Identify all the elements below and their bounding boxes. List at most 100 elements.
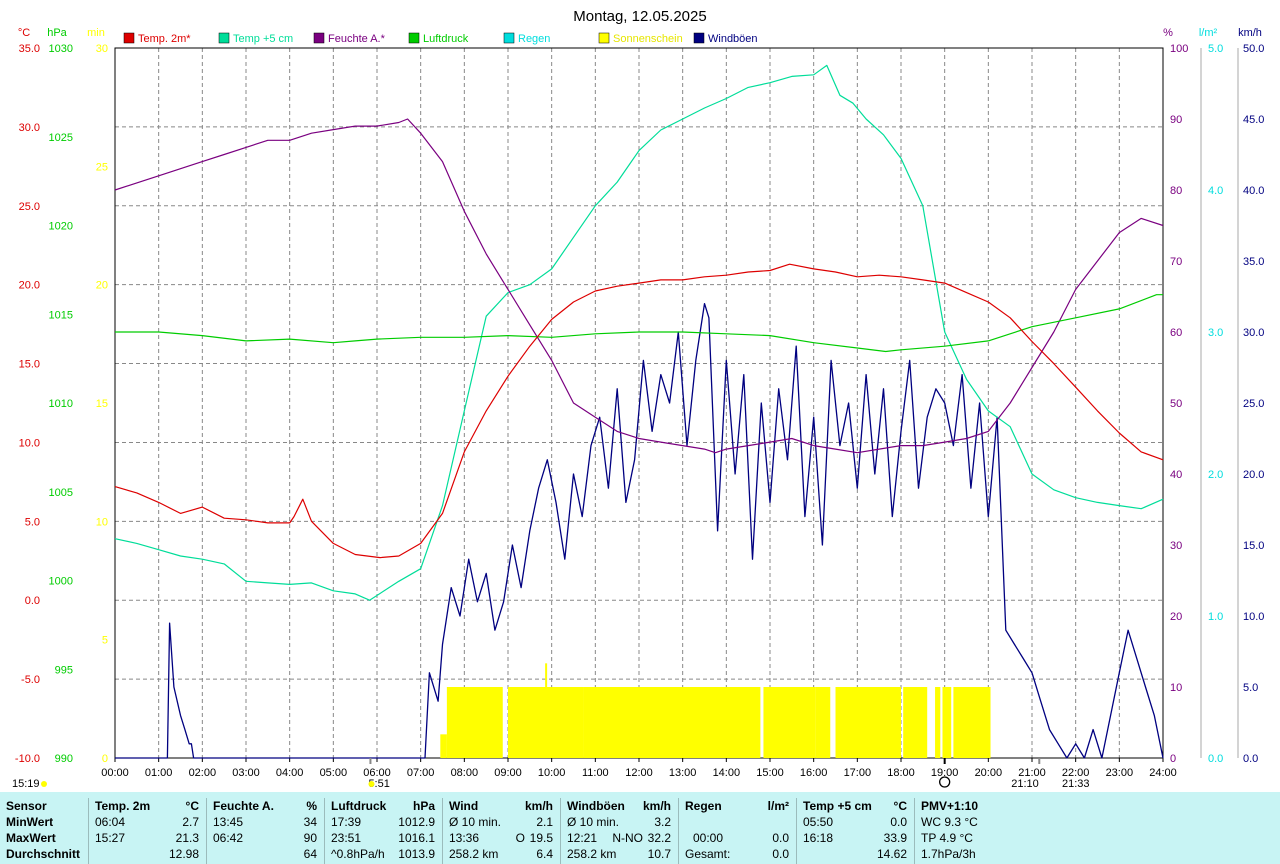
max-time: 15:27 xyxy=(95,831,126,845)
avg-value: 6.4 xyxy=(536,847,553,861)
percent-tick-label: 90 xyxy=(1170,114,1182,126)
row-label-min: MinWert xyxy=(6,815,54,829)
max-value: 19.5 xyxy=(529,831,553,845)
celsius-tick-label: -5.0 xyxy=(21,674,40,686)
legend-item-label: Feuchte A.* xyxy=(328,33,386,45)
celsius-tick-label: 35.0 xyxy=(19,43,40,55)
min-time: 17:39 xyxy=(331,815,362,829)
max-time: 00:00 xyxy=(693,831,724,845)
percent-tick-label: 10 xyxy=(1170,682,1182,694)
max-value: 32.2 xyxy=(647,831,671,845)
percent-tick-label: 40 xyxy=(1170,469,1182,481)
dewpoint-value: TP 4.9 °C xyxy=(921,831,973,845)
hpa-tick-label: 990 xyxy=(55,753,73,765)
max-value: 0.0 xyxy=(772,831,789,845)
header-unit: hPa xyxy=(412,799,435,813)
header-label: Temp. 2m xyxy=(95,799,151,813)
sunshine-bar xyxy=(446,687,503,758)
header-unit: °C xyxy=(185,799,199,813)
series-gusts xyxy=(115,302,1164,759)
time-tick-label: 21:00 xyxy=(1018,767,1046,779)
gust-distance: 258.2 km xyxy=(567,847,617,861)
time-tick-label: 23:00 xyxy=(1106,767,1134,779)
sunshine-bar xyxy=(953,687,991,758)
percent-tick-label: 30 xyxy=(1170,540,1182,552)
max-value: 90 xyxy=(303,831,317,845)
stats-col-humidity: Feuchte A.% 13:45 34 06:42 90 64 xyxy=(206,798,325,864)
hpa-tick-label: 1000 xyxy=(49,576,73,588)
kmh-tick-label: 25.0 xyxy=(1243,398,1264,410)
sunshine-bar xyxy=(942,687,952,758)
rain-tick-label: 4.0 xyxy=(1208,185,1223,197)
time-markers: 5:51 21:10 21:33 15:19 xyxy=(12,758,1090,790)
max-value: 1016.1 xyxy=(398,831,435,845)
wind-avg-label: Ø 10 min. xyxy=(449,815,502,829)
time-tick-label: 16:00 xyxy=(800,767,828,779)
sunrise-label: 5:51 xyxy=(368,778,389,790)
sunshine-bars xyxy=(440,663,991,758)
legend: Temp. 2m* Temp +5 cm Feuchte A.* Luftdruck R… xyxy=(123,32,758,45)
minutes-tick-label: 5 xyxy=(102,635,108,647)
time-tick-label: 11:00 xyxy=(582,767,609,779)
time-tick-label: 18:00 xyxy=(887,767,915,779)
hpa-tick-label: 1020 xyxy=(49,221,73,233)
kmh-tick-label: 50.0 xyxy=(1243,43,1264,55)
sunset-label: 21:10 xyxy=(1011,778,1039,790)
kmh-tick-label: 10.0 xyxy=(1243,611,1264,623)
gust-avg-label: Ø 10 min. xyxy=(567,815,620,829)
time-tick-label: 09:00 xyxy=(494,767,522,779)
percent-tick-label: 20 xyxy=(1170,611,1182,623)
header-label: Wind xyxy=(449,799,479,813)
max-value: 21.3 xyxy=(175,831,199,845)
min-value: 2.7 xyxy=(182,815,199,829)
legend-swatch xyxy=(693,32,705,44)
sunshine-bar xyxy=(440,734,447,758)
axes: °C hPa min 35.0 30.0 25.0 20.0 15.0 10.0 5.0 0.0 -5… xyxy=(15,27,1265,779)
axis-unit-celsius: °C xyxy=(18,27,30,39)
time-tick-label: 10:00 xyxy=(538,767,566,779)
sunshine-peak xyxy=(545,663,548,758)
avg-value: 1013.9 xyxy=(398,847,435,861)
stats-col-wind: Wind km/h Ø 10 min. 2.1 13:36 O 19.5 258.2 k… xyxy=(442,798,561,864)
percent-tick-label: 50 xyxy=(1170,398,1182,410)
stats-col-temp5cm: Temp +5 cm °C 05:50 0.0 16:18 33.9 14.62 xyxy=(796,798,915,864)
time-tick-label: 13:00 xyxy=(669,767,697,779)
time-tick-label: 22:00 xyxy=(1062,767,1090,779)
wind-direction: O xyxy=(515,831,525,845)
time-tick-label: 03:00 xyxy=(232,767,260,779)
sunshine-bar xyxy=(763,687,816,758)
time-tick-label: 15:00 xyxy=(756,767,784,779)
kmh-tick-label: 35.0 xyxy=(1243,256,1264,268)
chart-title: Montag, 12.05.2025 xyxy=(573,8,706,25)
header-unit: % xyxy=(306,799,317,813)
time-tick-label: 08:00 xyxy=(451,767,479,779)
legend-swatch xyxy=(123,32,135,44)
rain-tick-label: 1.0 xyxy=(1208,611,1223,623)
minutes-tick-label: 30 xyxy=(96,43,108,55)
time-tick-label: 05:00 xyxy=(320,767,348,779)
legend-swatch xyxy=(408,32,420,44)
legend-swatch xyxy=(313,32,325,44)
header-unit: l/m² xyxy=(767,799,789,813)
wind-distance: 258.2 km xyxy=(449,847,499,861)
avg-value: 14.62 xyxy=(876,847,907,861)
legend-item-label: Luftdruck xyxy=(423,33,469,45)
sunshine-bar xyxy=(935,687,941,758)
header-label: Windböen xyxy=(567,799,625,813)
time-tick-label: 06:00 xyxy=(363,767,391,779)
celsius-tick-label: 20.0 xyxy=(19,280,40,292)
legend-swatch xyxy=(503,32,515,44)
celsius-tick-label: 10.0 xyxy=(19,437,40,449)
rain-tick-label: 2.0 xyxy=(1208,469,1223,481)
sunshine-bar xyxy=(835,687,901,758)
time-tick-label: 00:00 xyxy=(101,767,129,779)
axis-unit-percent: % xyxy=(1163,27,1173,39)
minutes-tick-label: 20 xyxy=(96,280,108,292)
max-time: 16:18 xyxy=(803,831,834,845)
pressure-change-value: 1.7hPa/3h xyxy=(921,847,976,861)
hpa-tick-label: 1025 xyxy=(49,132,73,144)
moon-icon xyxy=(939,776,951,788)
axis-unit-rain: l/m² xyxy=(1199,27,1218,39)
stats-col-temp2m: Temp. 2m °C 06:04 2.7 15:27 21.3 12.98 xyxy=(88,798,207,864)
kmh-tick-label: 30.0 xyxy=(1243,327,1264,339)
